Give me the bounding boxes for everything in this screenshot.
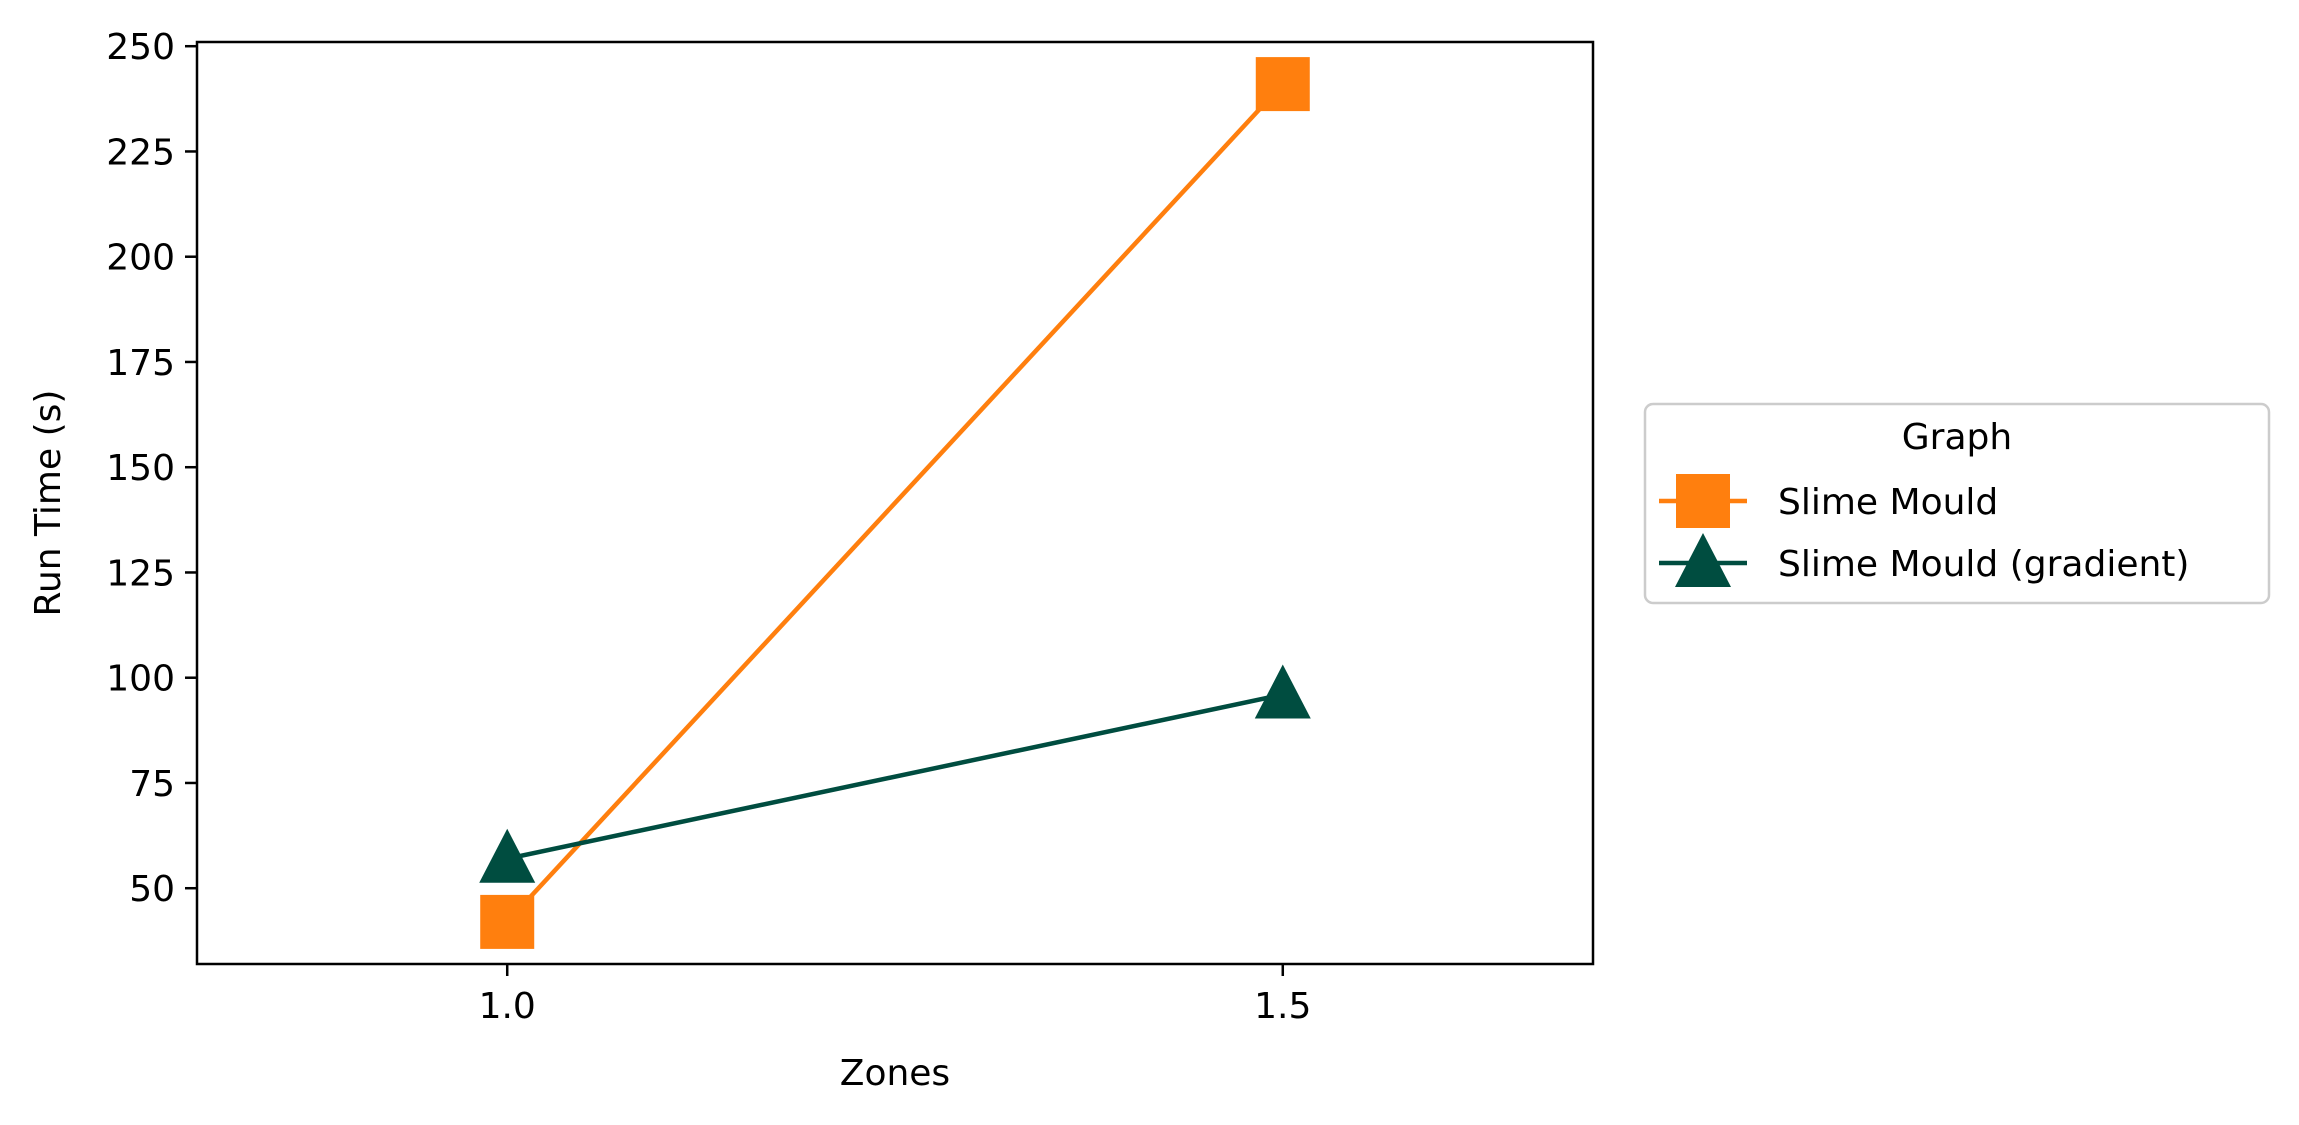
series-line-1 — [506, 692, 1284, 861]
data-point-0-1 — [1255, 57, 1310, 112]
y-axis-label: Run Time (s) — [28, 390, 69, 617]
x-axis-ticks: 1.0 1.5 — [479, 964, 1311, 1027]
y-tick-label: 100 — [106, 659, 175, 700]
legend-box — [1643, 402, 2271, 605]
x-tick-label: 1.5 — [1254, 986, 1311, 1027]
legend-marker-0 — [1676, 474, 1730, 528]
y-tick-label: 125 — [106, 553, 175, 594]
legend-title: Graph — [1902, 417, 2012, 458]
y-tick-label: 225 — [106, 132, 175, 173]
x-axis-label: Zones — [840, 1053, 950, 1094]
data-point-1-0 — [479, 828, 536, 883]
legend-label-0: Slime Mould — [1778, 482, 1998, 523]
y-tick-label: 75 — [129, 764, 175, 805]
plot-frame — [195, 40, 1595, 966]
legend-items: Slime Mould Slime Mould (gradient) — [1659, 474, 2189, 587]
legend-label-1: Slime Mould (gradient) — [1778, 544, 2189, 585]
y-tick-label: 250 — [106, 27, 175, 68]
y-tick-label: 50 — [129, 869, 175, 910]
y-tick-label: 150 — [106, 448, 175, 489]
data-point-0-0 — [480, 894, 535, 949]
x-tick-label: 1.0 — [479, 986, 536, 1027]
y-tick-label: 175 — [106, 343, 175, 384]
marks-layer — [479, 57, 1311, 949]
series-line-0 — [505, 82, 1285, 924]
data-point-1-1 — [1254, 664, 1311, 719]
legend: Graph Slime Mould Slime Mould (gradient) — [1643, 402, 2271, 605]
y-axis-ticks: 50 75 100 125 150 175 200 225 250 — [106, 27, 197, 910]
y-tick-label: 200 — [106, 238, 175, 279]
legend-marker-1 — [1675, 533, 1731, 587]
